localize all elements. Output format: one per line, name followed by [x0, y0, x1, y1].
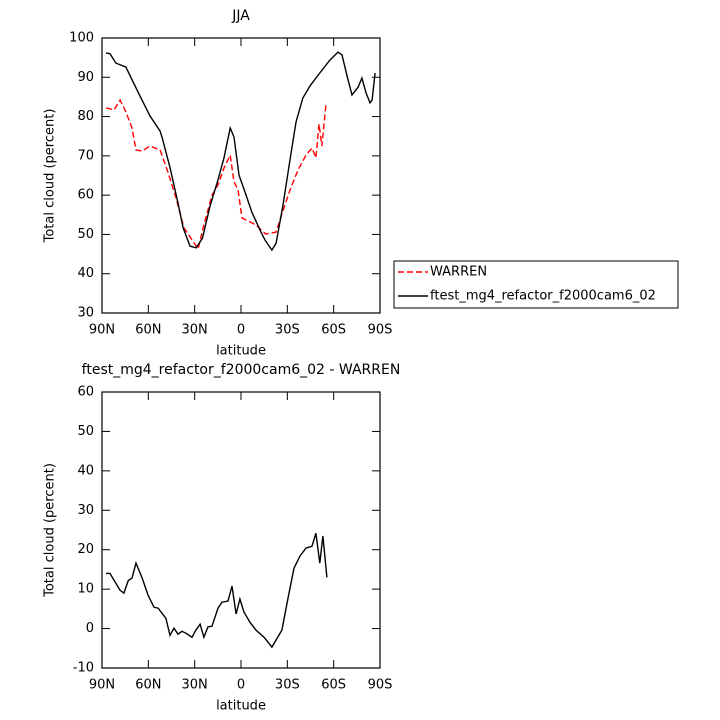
- y-tick-label: 50: [77, 424, 94, 439]
- x-tick-label: 90S: [368, 678, 393, 693]
- y-tick-label: 90: [77, 70, 94, 85]
- data-line: [105, 98, 327, 251]
- x-tick-label: 30S: [275, 323, 300, 338]
- x-axis-label: latitude: [216, 344, 266, 359]
- data-line: [105, 51, 376, 252]
- x-tick-label: 0: [237, 678, 245, 693]
- y-tick-label: -10: [73, 661, 94, 676]
- y-tick-label: 100: [69, 31, 94, 46]
- x-tick-label: 0: [237, 323, 245, 338]
- y-tick-label: 40: [77, 266, 94, 281]
- y-axis-label: Total cloud (percent): [43, 109, 58, 244]
- y-tick-label: 50: [77, 227, 94, 242]
- y-tick-label: 60: [77, 188, 94, 203]
- x-tick-label: 30S: [275, 678, 300, 693]
- plot-frame: [101, 391, 381, 669]
- legend-label: WARREN: [430, 265, 487, 280]
- y-tick-label: 0: [86, 621, 94, 636]
- x-tick-label: 90S: [368, 323, 393, 338]
- y-tick-label: 10: [77, 582, 94, 597]
- x-tick-label: 30N: [182, 678, 208, 693]
- x-tick-label: 30N: [182, 323, 208, 338]
- x-tick-label: 60S: [321, 678, 346, 693]
- x-tick-label: 90N: [89, 678, 115, 693]
- y-axis-label: Total cloud (percent): [43, 463, 58, 598]
- y-tick-label: 40: [77, 463, 94, 478]
- x-axis-label: latitude: [216, 699, 266, 714]
- legend-box: [393, 260, 679, 309]
- y-tick-label: 20: [77, 542, 94, 557]
- x-tick-label: 60N: [135, 678, 161, 693]
- chart-title: JJA: [231, 8, 250, 24]
- y-tick-label: 30: [77, 306, 94, 321]
- data-line: [106, 532, 328, 649]
- x-tick-label: 90N: [89, 323, 115, 338]
- y-tick-label: 30: [77, 503, 94, 518]
- x-tick-label: 60S: [321, 323, 346, 338]
- y-tick-label: 60: [77, 385, 94, 400]
- y-tick-label: 80: [77, 109, 94, 124]
- y-tick-label: 70: [77, 148, 94, 163]
- legend-label: ftest_mg4_refactor_f2000cam6_02: [430, 289, 656, 304]
- plot-frame: [101, 37, 381, 314]
- chart-title: ftest_mg4_refactor_f2000cam6_02 - WARREN: [82, 362, 401, 378]
- x-tick-label: 60N: [135, 323, 161, 338]
